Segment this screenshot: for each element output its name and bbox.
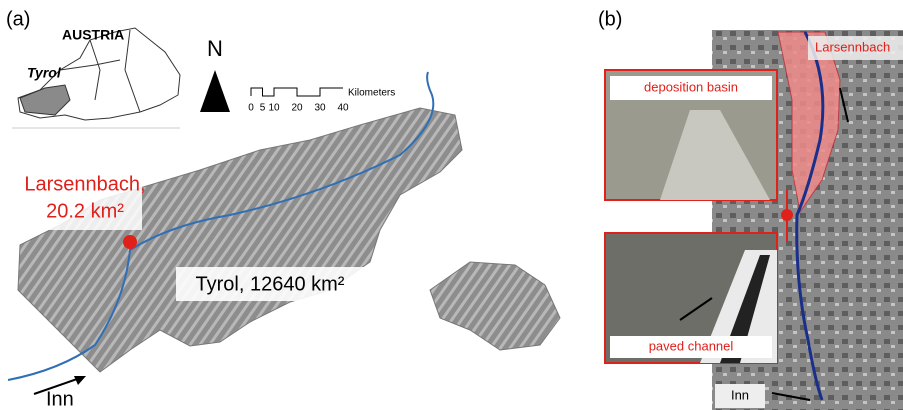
photo-caption: deposition basin [644,79,738,94]
inset-title: AUSTRIA [62,27,124,43]
scale-tick-label: 30 [314,103,326,114]
panel-label: (a) [6,8,30,30]
tyrol-map [18,108,462,372]
scale-line [251,88,343,96]
scale-tick-label: 40 [337,103,349,114]
scale-unit: Kilometers [348,88,395,99]
page: (a) AUSTRIA Tyrol N 0510 20 30 40 Kilometer… [0,0,903,410]
site-label: 20.2 km² [46,200,124,222]
stream-label: Larsennbach [815,39,890,54]
inset-region: Tyrol [27,65,62,81]
scale-tick-label: 5 [260,103,266,114]
north-label: N [207,36,223,61]
site-marker [123,235,137,249]
north-arrow [200,70,230,112]
region-label: Tyrol, 12640 km² [196,273,345,295]
photo-caption: paved channel [649,338,734,353]
scale-tick-label: 0 [248,103,254,114]
panel-label: (b) [598,8,622,30]
panel-b: (b) Larsennbach deposition basin paved c… [598,8,903,410]
site-label: Larsennbach, [24,173,145,195]
figure: (a) AUSTRIA Tyrol N 0510 20 30 40 Kilometer… [0,0,903,410]
scale-tick-label: 10 [268,103,280,114]
river-label: Inn [46,388,74,410]
east-tyrol-map [430,262,560,350]
scale-tick-label: 20 [291,103,303,114]
river-label: Inn [731,387,749,402]
